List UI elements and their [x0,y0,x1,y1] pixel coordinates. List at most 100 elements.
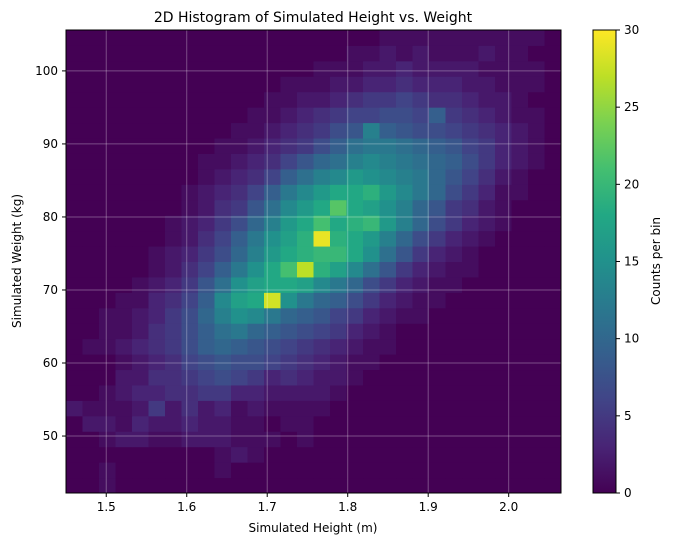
heatmap-cell [511,138,529,154]
heatmap-cell [181,215,199,232]
heatmap-cell [66,45,83,62]
heatmap-cell [148,415,166,432]
heatmap-cell [330,477,347,494]
heatmap-cell [264,215,281,232]
heatmap-cell [280,215,298,232]
heatmap-cell [313,431,331,448]
heatmap-cell [544,60,562,77]
heatmap-cell [495,138,512,154]
heatmap-cell [412,292,430,309]
heatmap-cell [412,307,430,324]
heatmap-cell [511,400,529,417]
heatmap-cell [363,184,380,201]
heatmap-cell [99,30,116,46]
heatmap-cell [412,369,430,386]
heatmap-cell [363,138,380,154]
heatmap-cell [445,431,463,448]
heatmap-cell [511,462,529,479]
heatmap-cell [330,138,347,154]
heatmap-cell [181,446,199,463]
heatmap-cell [231,431,248,448]
heatmap-cell [214,76,232,93]
heatmap-cell [297,230,314,247]
heatmap-cell [313,261,331,278]
heatmap-cell [214,431,232,448]
heatmap-cell [429,246,446,262]
heatmap-cell [148,323,166,340]
heatmap-cell [313,400,331,417]
heatmap-cell [429,261,446,278]
heatmap-cell [115,446,133,463]
y-tick-label: 60 [43,356,58,370]
heatmap-cell [495,60,512,77]
heatmap-cell [462,354,479,371]
heatmap-cell [99,215,116,232]
heatmap-cell [264,400,281,417]
heatmap-cell [412,30,430,46]
heatmap-cell [429,168,446,185]
heatmap-cell [346,246,364,262]
heatmap-cell [132,60,149,77]
colorbar-tick-label: 10 [624,332,639,346]
heatmap-cell [132,91,149,108]
heatmap-cell [396,323,413,340]
heatmap-cell [330,369,347,386]
heatmap-cell [247,122,265,139]
heatmap-cell [148,307,166,324]
heatmap-cell [412,199,430,216]
heatmap-cell [363,60,380,77]
heatmap-cell [363,246,380,262]
heatmap-cell [264,276,281,293]
heatmap-cell [462,369,479,386]
heatmap-cell [66,184,83,201]
heatmap-cell [445,354,463,371]
heatmap-cell [379,199,397,216]
heatmap-cell [198,168,215,185]
heatmap-cell [462,138,479,154]
heatmap-cell [132,153,149,170]
heatmap-cell [396,153,413,170]
heatmap-cell [280,400,298,417]
heatmap-cell [429,199,446,216]
heatmap-cell [346,446,364,463]
heatmap-cell [511,91,529,108]
heatmap-cell [412,60,430,77]
heatmap-cell [82,184,100,201]
heatmap-cell [396,30,413,46]
heatmap-cell [462,30,479,46]
heatmap-cell [66,107,83,124]
heatmap-cell [115,76,133,93]
heatmap-cell [132,431,149,448]
heatmap-cell [363,400,380,417]
heatmap-cell [330,276,347,293]
heatmap-cell [132,199,149,216]
heatmap-cell [66,276,83,293]
heatmap-cell [82,45,100,62]
heatmap-cell [544,323,562,340]
heatmap-cell [214,307,232,324]
heatmap-cell [297,215,314,232]
heatmap-cell [132,76,149,93]
heatmap-cell [297,246,314,262]
heatmap-cell [313,477,331,494]
heatmap-cell [429,45,446,62]
heatmap-cell [363,168,380,185]
heatmap-cell [132,215,149,232]
heatmap-cell [462,307,479,324]
heatmap-cell [214,276,232,293]
heatmap-cell [148,91,166,108]
heatmap-cell [280,168,298,185]
heatmap-cell [99,261,116,278]
heatmap-cell [231,230,248,247]
heatmap-cell [264,384,281,401]
heatmap-cell [82,415,100,432]
heatmap-cell [181,307,199,324]
heatmap-cell [544,415,562,432]
heatmap-cell [346,323,364,340]
heatmap-cell [346,138,364,154]
heatmap-cell [528,292,545,309]
heatmap-cell [247,276,265,293]
heatmap-cell [429,76,446,93]
heatmap-cell [445,384,463,401]
heatmap-cell [346,30,364,46]
